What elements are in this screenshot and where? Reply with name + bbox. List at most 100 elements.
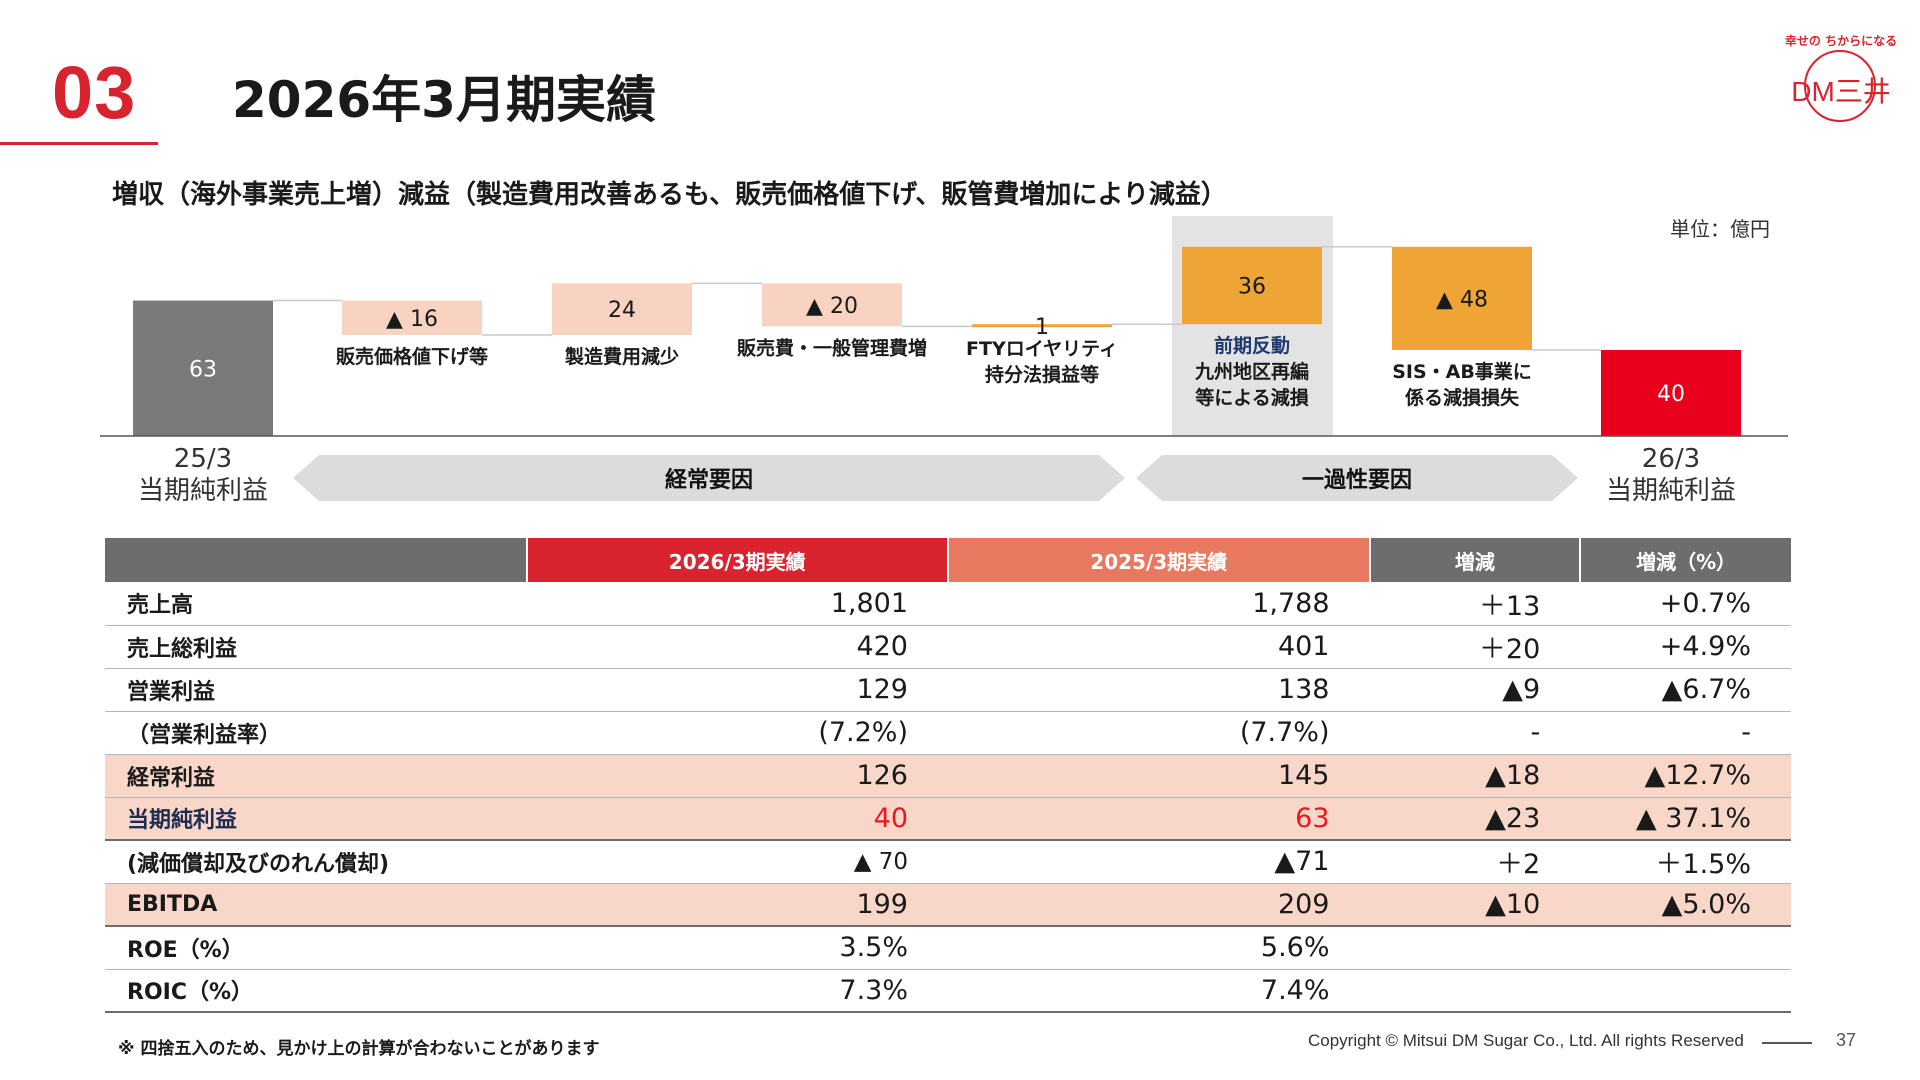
page-number: 37 xyxy=(1836,1030,1857,1050)
bar-value-label: 36 xyxy=(1238,275,1266,300)
bar-value-label: 24 xyxy=(608,298,636,323)
cell-fy2026: 126 xyxy=(526,754,948,798)
table-row-gross-profit: 売上総利益 420 401 ＋20 +4.9% xyxy=(105,625,1791,669)
cell-fy2025: 7.4% xyxy=(948,969,1370,1013)
step-label: SIS・AB事業に xyxy=(1392,360,1532,383)
cell-fy2026: 199 xyxy=(526,883,948,927)
cell-fy2026: 3.5% xyxy=(526,925,948,970)
recurring-factors-band: 経常要因 xyxy=(293,455,1125,501)
footnote: ※ 四捨五入のため、見かけ上の計算が合わないことがあります xyxy=(118,1039,600,1059)
cell-fy2025: 63 xyxy=(948,797,1370,841)
bar-value-label: ▲ 20 xyxy=(806,294,858,319)
logo-tagline: 幸せの ちからになる xyxy=(1784,34,1898,48)
footer-divider xyxy=(1762,1042,1812,1044)
header-change-pct: 増減（%） xyxy=(1580,538,1791,582)
step-label: 前期反動 xyxy=(1214,334,1290,357)
bar-value-label: 1 xyxy=(1035,315,1049,340)
unit-label: 単位：億円 xyxy=(1670,217,1770,241)
table-row-ordinary-profit: 経常利益 126 145 ▲18 ▲12.7% xyxy=(105,754,1791,798)
cell-change: ＋2 xyxy=(1369,839,1581,884)
cell-fy2025: 145 xyxy=(948,754,1370,798)
table-row-net-income: 当期純利益 40 63 ▲23 ▲ 37.1% xyxy=(105,797,1791,841)
header-change: 増減 xyxy=(1369,538,1582,582)
cell-change xyxy=(1369,969,1581,1013)
row-label: (減価償却及びのれん償却) xyxy=(105,839,527,884)
table-header-row: 2026/3期実績 2025/3期実績 増減 増減（%） xyxy=(105,538,1791,582)
cell-change-pct: ▲ 37.1% xyxy=(1580,797,1791,841)
bar-value-label: 40 xyxy=(1657,382,1685,407)
end-period-line-1: 26/3 xyxy=(1641,444,1701,474)
cell-fy2026: 40 xyxy=(526,797,948,841)
step-label: FTYロイヤリティ xyxy=(966,338,1118,360)
row-label: （営業利益率） xyxy=(105,711,527,755)
row-label: 売上高 xyxy=(105,582,527,626)
waterfall-bar xyxy=(1601,350,1741,436)
cell-change-pct: ▲5.0% xyxy=(1580,883,1791,927)
logo-brand: DM三井 xyxy=(1791,76,1891,107)
company-logo: 幸せの ちからになる DM三井 xyxy=(1776,32,1906,132)
waterfall-bar xyxy=(972,324,1112,328)
cell-fy2025: 5.6% xyxy=(948,925,1370,970)
waterfall-bar xyxy=(1182,246,1322,325)
cell-change-pct: ▲12.7% xyxy=(1580,754,1791,798)
table-row-operating-profit: 営業利益 129 138 ▲9 ▲6.7% xyxy=(105,668,1791,712)
cell-fy2026: 7.3% xyxy=(526,969,948,1013)
page-title: 2026年3月期実績 xyxy=(232,71,656,129)
row-label: ROIC（%） xyxy=(105,969,527,1013)
results-table: 2026/3期実績 2025/3期実績 増減 増減（%） 売上高 1,801 1… xyxy=(105,538,1791,1013)
cell-fy2026: ▲ 70 xyxy=(526,839,948,884)
start-period-line-1: 25/3 xyxy=(173,444,233,474)
cell-fy2026: (7.2%) xyxy=(526,711,948,755)
row-label: 当期純利益 xyxy=(105,797,527,841)
step-label: 販売価格値下げ等 xyxy=(336,345,488,368)
waterfall-bar xyxy=(762,283,902,327)
header-fy2026: 2026/3期実績 xyxy=(526,538,949,582)
cell-change: ＋20 xyxy=(1369,625,1581,669)
logo-circle-icon xyxy=(1804,50,1876,122)
cell-change-pct: +0.7% xyxy=(1580,582,1791,626)
cell-change: ＋13 xyxy=(1369,582,1581,626)
cell-fy2025: 209 xyxy=(948,883,1370,927)
cell-fy2025: 401 xyxy=(948,625,1370,669)
cell-change-pct xyxy=(1580,925,1791,970)
waterfall-bar xyxy=(342,300,482,335)
table-row-roic: ROIC（%） 7.3% 7.4% xyxy=(105,969,1791,1013)
table-row-depreciation: (減価償却及びのれん償却) ▲ 70 ▲71 ＋2 ＋1.5% xyxy=(105,839,1791,884)
start-period-line-2: 当期純利益 xyxy=(137,476,268,506)
row-label: 売上総利益 xyxy=(105,625,527,669)
section-number: 03 xyxy=(52,51,137,134)
end-period-label: 26/3 当期純利益 xyxy=(1591,443,1751,507)
cell-change: ▲9 xyxy=(1369,668,1581,712)
row-label: EBITDA xyxy=(105,883,527,927)
cell-fy2025: 138 xyxy=(948,668,1370,712)
cell-change-pct: ＋1.5% xyxy=(1580,839,1791,884)
table-row-operating-margin: （営業利益率） (7.2%) (7.7%) - - xyxy=(105,711,1791,755)
bar-value-label: ▲ 16 xyxy=(386,307,438,332)
table-row-roe: ROE（%） 3.5% 5.6% xyxy=(105,925,1791,970)
table-row-sales: 売上高 1,801 1,788 ＋13 +0.7% xyxy=(105,582,1791,626)
waterfall-chart: 63 ▲ 16 24 ▲ 20 1 36 ▲ 48 40 販売価格値下げ等 製造費用減少 販売費・一… xyxy=(100,216,1788,437)
cell-fy2025: ▲71 xyxy=(948,839,1370,884)
section-underline xyxy=(0,142,158,145)
slide-subtitle: 増収（海外事業売上増）減益（製造費用改善あるも、販売価格値下げ、販管費増加により… xyxy=(112,180,1227,210)
one-time-factors-band: 一過性要因 xyxy=(1136,455,1578,501)
waterfall-bar xyxy=(552,283,692,335)
cell-change xyxy=(1369,925,1581,970)
cell-fy2026: 1,801 xyxy=(526,582,948,626)
step-label: 持分法損益等 xyxy=(985,363,1099,386)
cell-fy2025: 1,788 xyxy=(948,582,1370,626)
step-label: 販売費・一般管理費増 xyxy=(737,336,927,359)
cell-change: ▲18 xyxy=(1369,754,1581,798)
cell-fy2025: (7.7%) xyxy=(948,711,1370,755)
end-period-line-2: 当期純利益 xyxy=(1605,476,1736,506)
start-period-label: 25/3 当期純利益 xyxy=(123,443,283,507)
waterfall-bar xyxy=(133,300,273,436)
cell-change-pct: +4.9% xyxy=(1580,625,1791,669)
header-fy2025: 2025/3期実績 xyxy=(948,538,1371,582)
cell-fy2026: 420 xyxy=(526,625,948,669)
cell-change: - xyxy=(1369,711,1581,755)
cell-change: ▲10 xyxy=(1369,883,1581,927)
bar-value-label: ▲ 48 xyxy=(1436,287,1488,312)
step-label: 係る減損損失 xyxy=(1405,386,1520,409)
cell-change: ▲23 xyxy=(1369,797,1581,841)
